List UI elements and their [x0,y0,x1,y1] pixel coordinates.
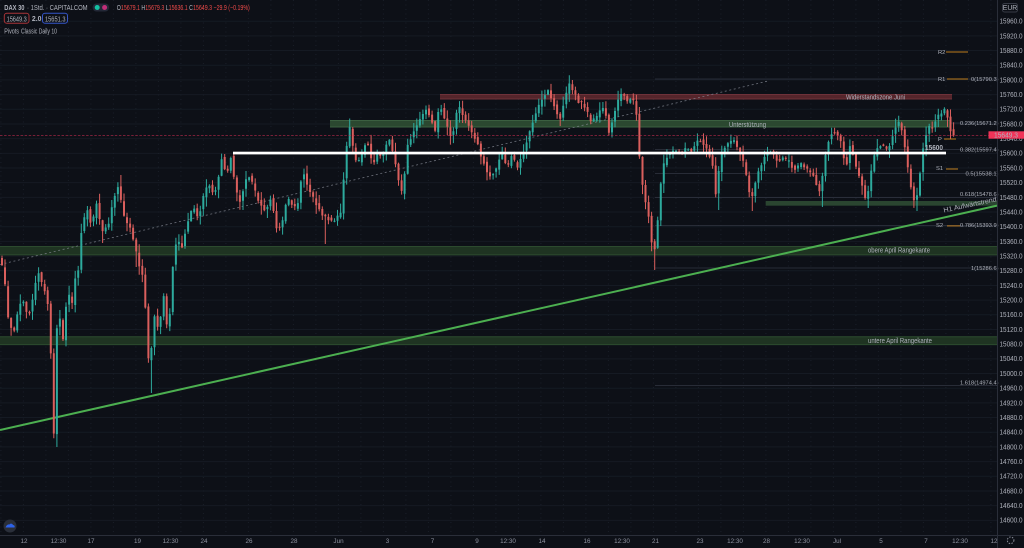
svg-text:14960.0: 14960.0 [1000,386,1023,393]
svg-text:14680.0: 14680.0 [1000,488,1023,495]
svg-text:O15679.1 H15679.3 L15636.1 C15: O15679.1 H15679.3 L15636.1 C15649.3 −29.… [117,5,250,12]
svg-text:14: 14 [538,538,546,545]
svg-text:· 1Std. · CAPITALCOM: · 1Std. · CAPITALCOM [27,5,88,12]
svg-text:15160.0: 15160.0 [1000,312,1023,319]
svg-text:Widerstandszone Juni: Widerstandszone Juni [846,95,905,102]
svg-text:15649.3: 15649.3 [994,133,1018,140]
svg-text:12: 12 [20,538,28,545]
svg-text:0.236(15671.2): 0.236(15671.2) [960,121,999,127]
svg-text:15360.0: 15360.0 [1000,239,1023,246]
svg-text:14880.0: 14880.0 [1000,415,1023,422]
svg-text:15649.3: 15649.3 [7,16,27,23]
svg-text:14840.0: 14840.0 [1000,430,1023,437]
svg-text:S1: S1 [936,166,943,172]
svg-text:23: 23 [696,538,704,545]
svg-text:15600: 15600 [925,145,943,152]
svg-text:0.618(15478.6): 0.618(15478.6) [960,192,999,198]
svg-text:obere April Rangekante: obere April Rangekante [868,248,930,255]
svg-text:12: 12 [990,538,998,545]
svg-text:14920.0: 14920.0 [1000,400,1023,407]
svg-text:17: 17 [87,538,95,545]
svg-text:DAX 30: DAX 30 [4,5,24,12]
svg-text:EUR: EUR [1003,5,1018,12]
svg-text:9: 9 [475,538,479,545]
svg-text:21: 21 [652,538,660,545]
svg-text:15480.0: 15480.0 [1000,195,1023,202]
svg-text:15640.0: 15640.0 [1000,136,1023,143]
svg-text:15560.0: 15560.0 [1000,165,1023,172]
svg-text:15520.0: 15520.0 [1000,180,1023,187]
svg-text:7: 7 [431,538,435,545]
svg-text:14640.0: 14640.0 [1000,503,1023,510]
svg-text:15240.0: 15240.0 [1000,283,1023,290]
svg-text:16: 16 [583,538,591,545]
svg-text:S2: S2 [936,223,943,229]
svg-text:28: 28 [763,538,771,545]
svg-text:12:30: 12:30 [952,538,968,545]
svg-text:3: 3 [386,538,390,545]
svg-text:0.382(15597.4): 0.382(15597.4) [960,148,999,154]
svg-text:15960.0: 15960.0 [1000,19,1023,26]
svg-text:0.5(15538.1): 0.5(15538.1) [966,172,999,178]
svg-text:12:30: 12:30 [794,538,810,545]
svg-text:12:30: 12:30 [614,538,630,545]
svg-text:0.786(15393.9): 0.786(15393.9) [960,223,999,229]
svg-text:Pivots: Pivots [4,28,19,35]
svg-text:15800.0: 15800.0 [1000,77,1023,84]
svg-text:Jul: Jul [833,538,841,545]
svg-text:12:30: 12:30 [727,538,743,545]
svg-text:15760.0: 15760.0 [1000,92,1023,99]
svg-text:28: 28 [290,538,298,545]
svg-text:24: 24 [200,538,208,545]
svg-text:15840.0: 15840.0 [1000,63,1023,70]
svg-text:15040.0: 15040.0 [1000,356,1023,363]
svg-text:26: 26 [245,538,253,545]
svg-text:0(15790.3): 0(15790.3) [971,77,999,83]
svg-text:19: 19 [134,538,142,545]
svg-text:P: P [938,137,942,143]
svg-text:14600.0: 14600.0 [1000,518,1023,525]
svg-text:Unterstützung: Unterstützung [729,122,766,129]
svg-text:14760.0: 14760.0 [1000,459,1023,466]
svg-text:2.0: 2.0 [32,16,42,23]
svg-text:15651.3: 15651.3 [45,16,66,23]
svg-text:15440.0: 15440.0 [1000,209,1023,216]
svg-text:12:30: 12:30 [163,538,179,545]
svg-text:15600.0: 15600.0 [1000,151,1023,158]
svg-text:7: 7 [924,538,928,545]
svg-text:15920.0: 15920.0 [1000,33,1023,40]
svg-text:1.618(14974.4): 1.618(14974.4) [960,381,999,387]
svg-text:15720.0: 15720.0 [1000,107,1023,114]
svg-text:15280.0: 15280.0 [1000,268,1023,275]
svg-text:15200.0: 15200.0 [1000,298,1023,305]
svg-text:15120.0: 15120.0 [1000,327,1023,334]
svg-text:15880.0: 15880.0 [1000,48,1023,55]
svg-text:R1: R1 [938,77,945,83]
svg-text:untere April Rangekante: untere April Rangekante [868,338,932,345]
svg-text:15320.0: 15320.0 [1000,253,1023,260]
svg-text:15400.0: 15400.0 [1000,224,1023,231]
svg-text:Jun: Jun [333,538,344,545]
svg-text:5: 5 [879,538,883,545]
svg-text:15000.0: 15000.0 [1000,371,1023,378]
svg-text:Classic Daily 10: Classic Daily 10 [21,28,57,35]
svg-text:15080.0: 15080.0 [1000,342,1023,349]
svg-text:12:30: 12:30 [500,538,516,545]
svg-text:12:30: 12:30 [51,538,67,545]
svg-text:R2: R2 [938,50,945,56]
svg-text:15680.0: 15680.0 [1000,121,1023,128]
svg-text:14800.0: 14800.0 [1000,444,1023,451]
svg-text:14720.0: 14720.0 [1000,474,1023,481]
svg-text:1(15286.6): 1(15286.6) [971,266,999,272]
